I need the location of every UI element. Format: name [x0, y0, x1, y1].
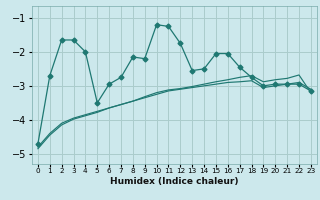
- X-axis label: Humidex (Indice chaleur): Humidex (Indice chaleur): [110, 177, 239, 186]
